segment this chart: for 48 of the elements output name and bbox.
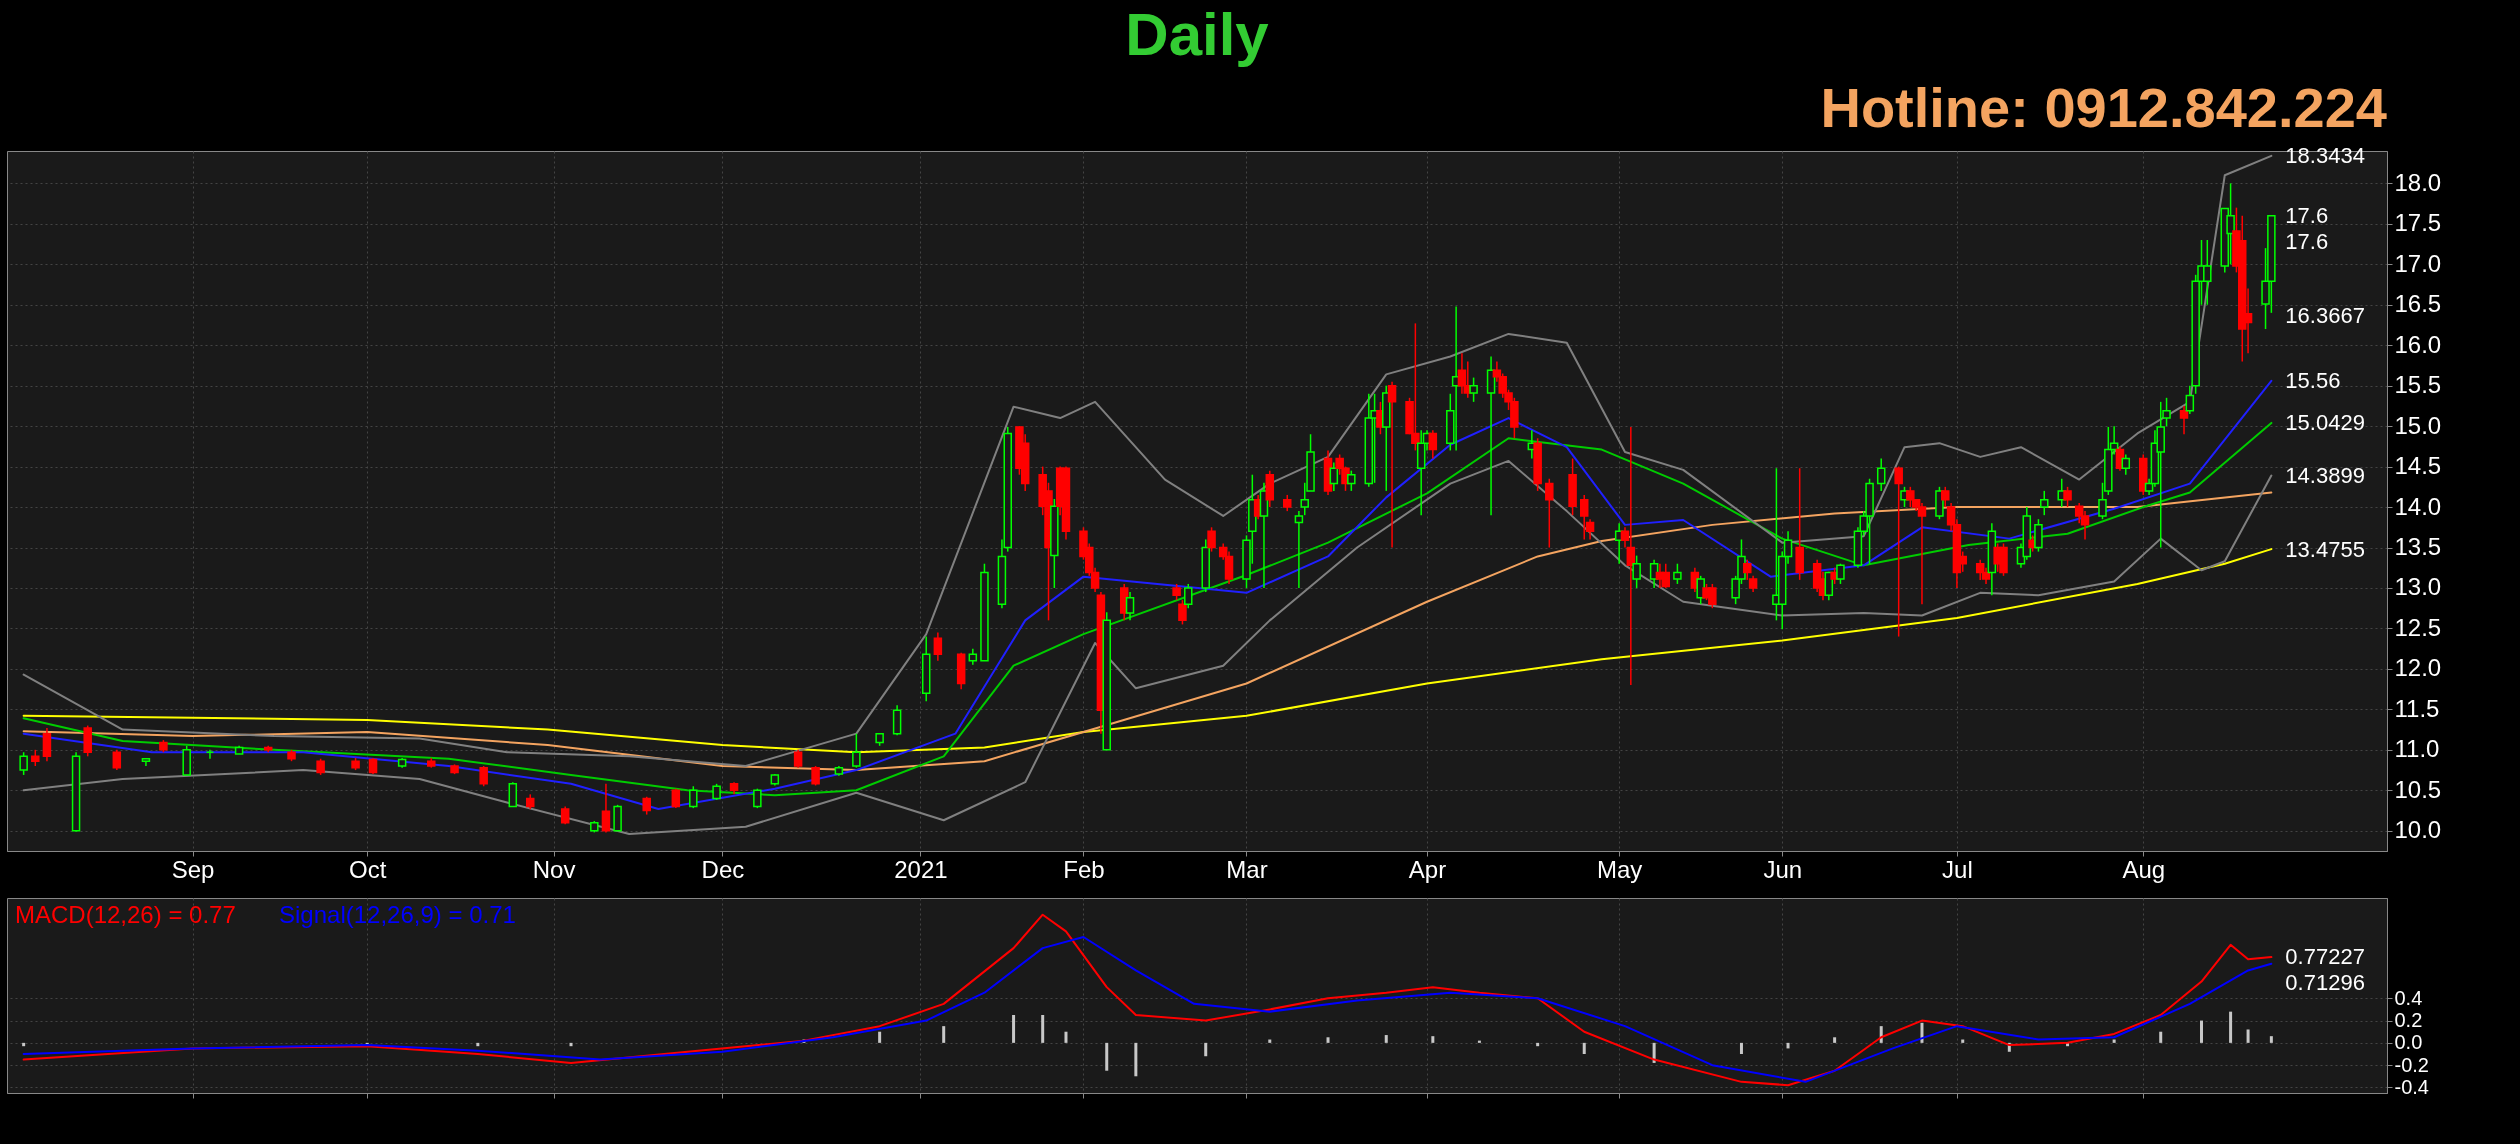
y-tick-label: 18.0 (2394, 168, 2442, 196)
x-tick-label: Dec (701, 855, 745, 883)
y-tick-label: 0.4 (2394, 986, 2423, 1009)
annotation: 0.71296 (2285, 969, 2365, 995)
annotation: 15.56 (2285, 367, 2341, 393)
annotation: 0.77227 (2285, 943, 2365, 969)
x-tick-label: Mar (1226, 855, 1268, 883)
text: Signal(12,26,9) = 0.71 (279, 901, 516, 928)
x-tick-label: May (1597, 855, 1643, 883)
annotation: 15.0429 (2285, 409, 2365, 435)
y-tick-label: -0.4 (2394, 1075, 2429, 1098)
annotation: 16.3667 (2285, 302, 2365, 328)
y-tick-label: 15.5 (2394, 371, 2442, 399)
text: Hotline: 0912.842.224 (1820, 76, 2387, 139)
y-tick-label: -0.2 (2394, 1053, 2429, 1076)
annotation: 17.6 (2285, 202, 2329, 228)
annotation: 13.4755 (2285, 536, 2365, 562)
x-tick-label: Jul (1942, 855, 1973, 883)
x-tick-label: Sep (171, 855, 215, 883)
x-tick-label: Nov (532, 855, 576, 883)
y-tick-label: 10.0 (2394, 816, 2442, 844)
annotation: 17.6 (2285, 228, 2329, 254)
y-tick-label: 11.0 (2394, 735, 2440, 763)
y-tick-label: 13.5 (2394, 533, 2442, 561)
x-tick-label: Oct (349, 855, 387, 883)
text: MACD(12,26) = 0.77 (15, 901, 236, 928)
y-tick-label: 0.0 (2394, 1031, 2423, 1054)
x-tick-label: 2021 (894, 855, 948, 883)
y-tick-label: 12.5 (2394, 613, 2442, 641)
annotation: 18.3434 (2285, 142, 2365, 168)
y-tick-label: 0.2 (2394, 1009, 2423, 1032)
y-tick-label: 16.0 (2394, 330, 2442, 358)
x-tick-label: Aug (2122, 855, 2166, 883)
y-tick-label: 13.0 (2394, 573, 2442, 601)
x-tick-label: Apr (1408, 855, 1447, 883)
x-tick-label: Feb (1063, 855, 1105, 883)
x-tick-label: Jun (1763, 855, 1803, 883)
y-tick-label: 16.5 (2394, 290, 2442, 318)
y-tick-label: 17.0 (2394, 249, 2442, 277)
annotation: 14.3899 (2285, 462, 2365, 488)
chart-title: Daily (1125, 1, 1270, 68)
y-tick-label: 11.5 (2394, 694, 2440, 722)
y-tick-label: 10.5 (2394, 775, 2442, 803)
y-tick-label: 15.0 (2394, 411, 2442, 439)
y-tick-label: 14.0 (2394, 492, 2442, 520)
y-tick-label: 12.0 (2394, 654, 2442, 682)
y-tick-label: 14.5 (2394, 452, 2442, 480)
y-tick-label: 17.5 (2394, 209, 2442, 237)
